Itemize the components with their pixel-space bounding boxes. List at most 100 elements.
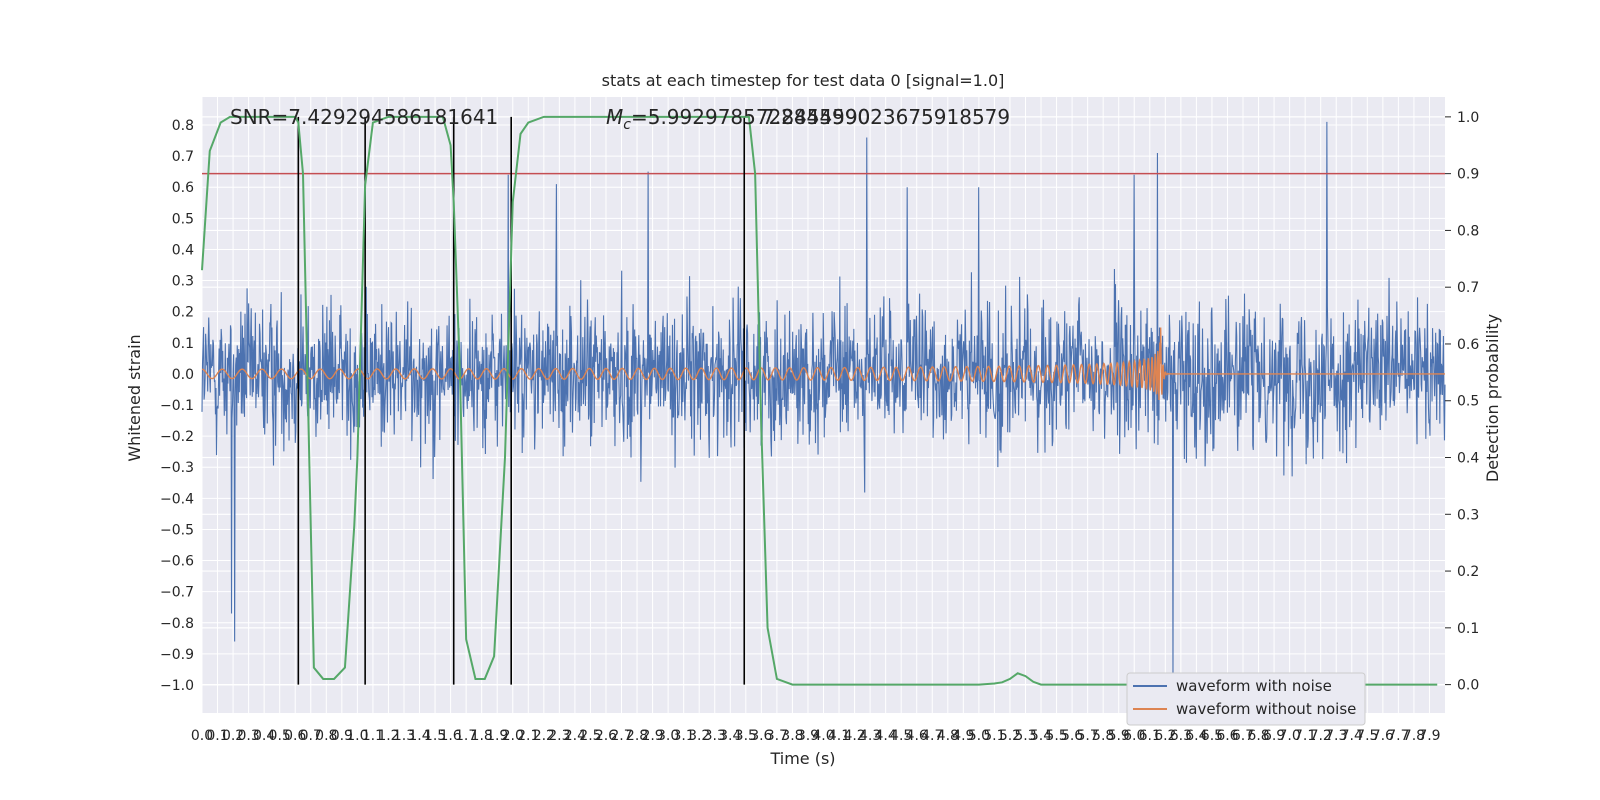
y-tick-label: −0.3 (160, 460, 194, 476)
x-axis-ticks: 0.00.10.20.30.40.50.60.70.80.91.01.11.21… (191, 728, 1441, 744)
x-tick-label: 0.6 (284, 728, 306, 744)
x-tick-label: 5.7 (1077, 728, 1099, 744)
x-tick-label: 5.6 (1061, 728, 1083, 744)
x-tick-label: 6.8 (1247, 728, 1269, 744)
x-tick-label: 3.3 (704, 728, 726, 744)
x-tick-label: 7.5 (1356, 728, 1378, 744)
y2-tick-label: 0.6 (1457, 337, 1479, 353)
x-tick-label: 1.8 (471, 728, 493, 744)
x-tick-label: 1.2 (377, 728, 399, 744)
x-tick-label: 3.1 (673, 728, 695, 744)
x-tick-label: 0.1 (206, 728, 228, 744)
x-tick-label: 7.1 (1294, 728, 1316, 744)
x-tick-label: 5.0 (968, 728, 990, 744)
x-tick-label: 7.7 (1387, 728, 1409, 744)
legend-label-clean: waveform without noise (1176, 700, 1356, 718)
y-tick-label: −1.0 (160, 678, 194, 694)
chirp-mass-value: =5.9929785728454590 (631, 105, 870, 129)
x-tick-label: 6.1 (1139, 728, 1161, 744)
x-tick-label: 2.5 (579, 728, 601, 744)
chirp-mass-overlap-annotation: 7.284599023675918579 (762, 105, 1010, 129)
legend: waveform with noise waveform without noi… (1126, 672, 1366, 726)
y-tick-label: −0.2 (160, 429, 194, 445)
x-tick-label: 6.5 (1201, 728, 1223, 744)
y-tick-label: −0.5 (160, 522, 194, 538)
x-tick-label: 3.6 (750, 728, 772, 744)
x-tick-label: 2.4 (564, 728, 586, 744)
x-tick-label: 4.5 (890, 728, 912, 744)
x-tick-label: 7.6 (1372, 728, 1394, 744)
chirp-mass-annotation: Mc=5.9929785728454590 (606, 105, 870, 133)
x-tick-label: 3.8 (781, 728, 803, 744)
chirp-mass-symbol: M (606, 105, 623, 129)
x-tick-label: 7.9 (1418, 728, 1440, 744)
x-tick-label: 1.9 (486, 728, 508, 744)
x-tick-label: 2.2 (533, 728, 555, 744)
x-tick-label: 2.3 (548, 728, 570, 744)
x-tick-label: 2.7 (610, 728, 632, 744)
x-tick-label: 6.4 (1185, 728, 1207, 744)
noise-waveform-line (201, 121, 1446, 682)
x-tick-label: 4.0 (812, 728, 834, 744)
y2-tick-label: 0.5 (1457, 394, 1479, 410)
x-tick-label: 1.6 (439, 728, 461, 744)
y-tick-label: 0.5 (172, 211, 194, 227)
x-tick-label: 0.8 (315, 728, 337, 744)
x-tick-label: 5.9 (1108, 728, 1130, 744)
x-tick-label: 7.2 (1310, 728, 1332, 744)
x-tick-label: 4.8 (937, 728, 959, 744)
y-axis-label: Whitened strain (125, 334, 144, 461)
x-tick-label: 5.2 (999, 728, 1021, 744)
x-tick-label: 3.9 (797, 728, 819, 744)
x-tick-label: 0.5 (269, 728, 291, 744)
x-tick-label: 0.2 (222, 728, 244, 744)
x-tick-label: 5.3 (1014, 728, 1036, 744)
y2-tick-label: 0.9 (1457, 167, 1479, 183)
y-tick-label: −0.1 (160, 398, 194, 414)
y2-tick-label: 0.0 (1457, 678, 1479, 694)
x-tick-label: 4.6 (906, 728, 928, 744)
x-tick-label: 0.9 (331, 728, 353, 744)
x-axis-label: Time (s) (769, 749, 835, 768)
x-tick-label: 7.0 (1278, 728, 1300, 744)
series-waveform-without-noise (201, 327, 1445, 400)
x-tick-label: 1.3 (393, 728, 415, 744)
x-tick-label: 7.8 (1403, 728, 1425, 744)
x-tick-label: 3.7 (766, 728, 788, 744)
y-tick-label: −0.8 (160, 616, 194, 632)
x-tick-label: 6.2 (1154, 728, 1176, 744)
y-tick-label: −0.7 (160, 585, 194, 601)
snr-annotation: SNR=7.429294586181641 (230, 105, 498, 129)
y2-axis-ticks: 1.0 0.9 0.8 0.7 0.6 0.5 0.4 0.3 0.2 0.1 0.0 (1445, 110, 1479, 694)
y-tick-label: 0.7 (172, 149, 194, 165)
x-tick-label: 4.2 (843, 728, 865, 744)
plot-area (201, 97, 1446, 713)
x-tick-label: 1.5 (424, 728, 446, 744)
y-tick-label: −0.9 (160, 647, 194, 663)
x-tick-label: 6.9 (1263, 728, 1285, 744)
x-tick-label: 0.3 (237, 728, 259, 744)
x-tick-label: 0.0 (191, 728, 213, 744)
y2-tick-label: 0.4 (1457, 451, 1479, 467)
y-tick-label: 0.3 (172, 274, 194, 290)
x-tick-label: 1.0 (346, 728, 368, 744)
y-tick-label: −0.4 (160, 491, 194, 507)
y-tick-label: 0.2 (172, 305, 194, 321)
y2-tick-label: 0.8 (1457, 223, 1479, 239)
y2-tick-label: 1.0 (1457, 110, 1479, 126)
x-tick-label: 3.4 (719, 728, 741, 744)
y-tick-label: 0.1 (172, 336, 194, 352)
x-tick-label: 6.6 (1216, 728, 1238, 744)
x-tick-label: 7.4 (1341, 728, 1363, 744)
x-tick-label: 6.7 (1232, 728, 1254, 744)
clean-waveform-line (201, 327, 1445, 400)
y-axis-ticks: 0.8 0.7 0.6 0.5 0.4 0.3 0.2 0.1 0.0 −0.1 −0.2 −0.3 −… (160, 118, 194, 694)
legend-label-noise: waveform with noise (1176, 677, 1332, 695)
x-tick-label: 3.2 (688, 728, 710, 744)
legend-box (1126, 672, 1366, 726)
x-tick-label: 1.7 (455, 728, 477, 744)
x-tick-label: 2.0 (502, 728, 524, 744)
y2-tick-label: 0.7 (1457, 280, 1479, 296)
x-tick-label: 1.4 (408, 728, 430, 744)
